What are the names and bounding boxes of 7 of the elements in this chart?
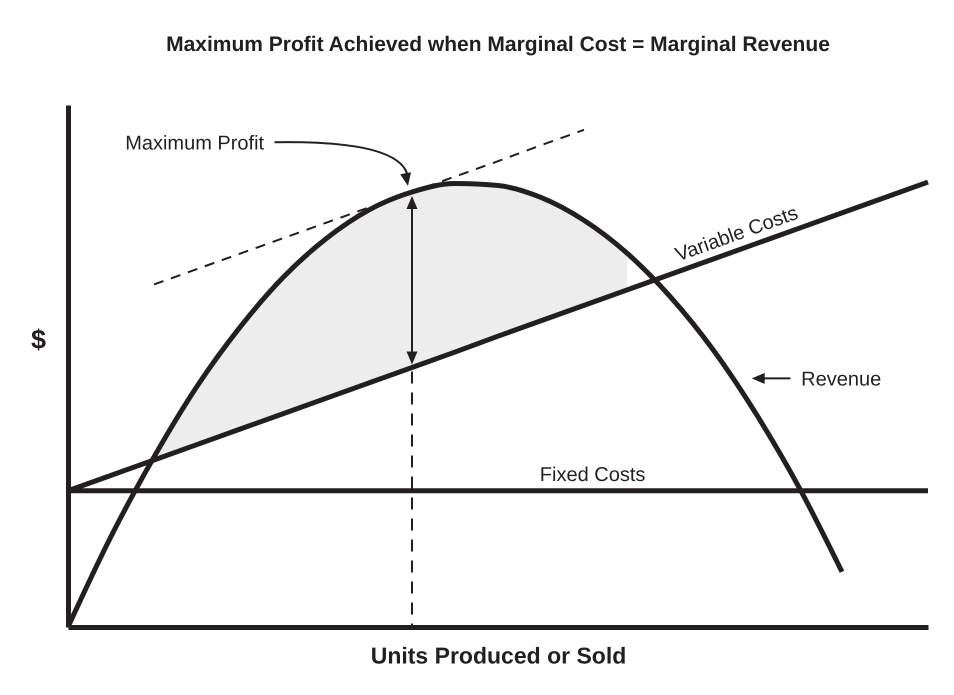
x-axis-title: Units Produced or Sold (370, 642, 626, 668)
chart-title: Maximum Profit Achieved when Marginal Cost = Marginal Revenue (166, 33, 830, 56)
series-label: Fixed Costs (540, 464, 646, 486)
text: Variable Costs (672, 202, 802, 266)
annotation: Maximum Profit (125, 132, 265, 154)
y-axis-title: $ (30, 324, 46, 354)
legend-label: Revenue (801, 368, 882, 390)
